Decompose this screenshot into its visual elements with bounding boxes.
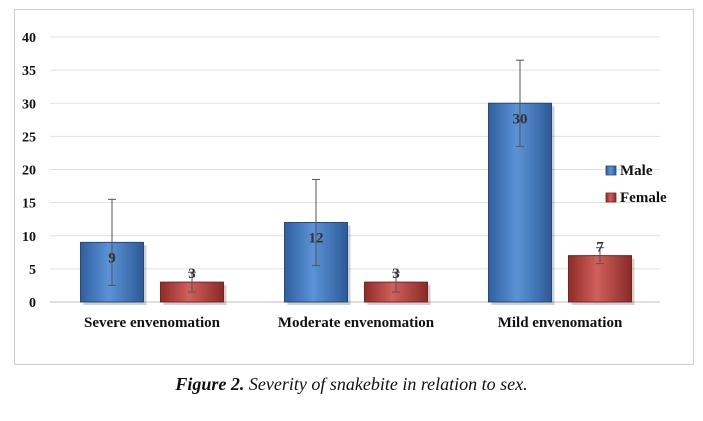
legend-swatch-male: [605, 165, 617, 176]
category-label-moderate: Moderate envenomation: [278, 315, 435, 331]
legend-label-male: Male: [620, 163, 653, 179]
y-tick-label: 30: [22, 97, 36, 112]
legend-label-female: Female: [620, 190, 667, 206]
y-tick-label: 10: [22, 230, 36, 245]
y-tick-label: 5: [29, 263, 36, 278]
y-tick-label: 40: [22, 31, 36, 46]
y-tick-label: 25: [22, 130, 36, 145]
y-tick-label: 20: [22, 164, 36, 179]
category-label-severe: Severe envenomation: [84, 315, 221, 331]
y-tick-label: 15: [22, 197, 36, 212]
data-label: 3: [392, 266, 400, 282]
y-tick-label: 0: [29, 296, 36, 311]
caption-text: Severity of snakebite in relation to sex…: [248, 374, 528, 394]
category-label-mild: Mild envenomation: [498, 315, 623, 331]
data-label: 3: [188, 266, 196, 282]
legend-swatch-female: [605, 192, 617, 203]
data-label: 7: [596, 240, 604, 256]
caption-prefix: Figure 2.: [175, 374, 245, 394]
data-label: 9: [108, 250, 116, 266]
data-label: 12: [309, 231, 324, 247]
figure-caption: Figure 2. Severity of snakebite in relat…: [0, 374, 703, 395]
bar-chart: 0 5 10 15 20 25 30 35 40 9 3 Severe envenomation 12 3…: [22, 31, 667, 331]
y-tick-label: 35: [22, 64, 36, 79]
chart-frame: [14, 9, 694, 365]
data-label: 30: [513, 111, 528, 127]
